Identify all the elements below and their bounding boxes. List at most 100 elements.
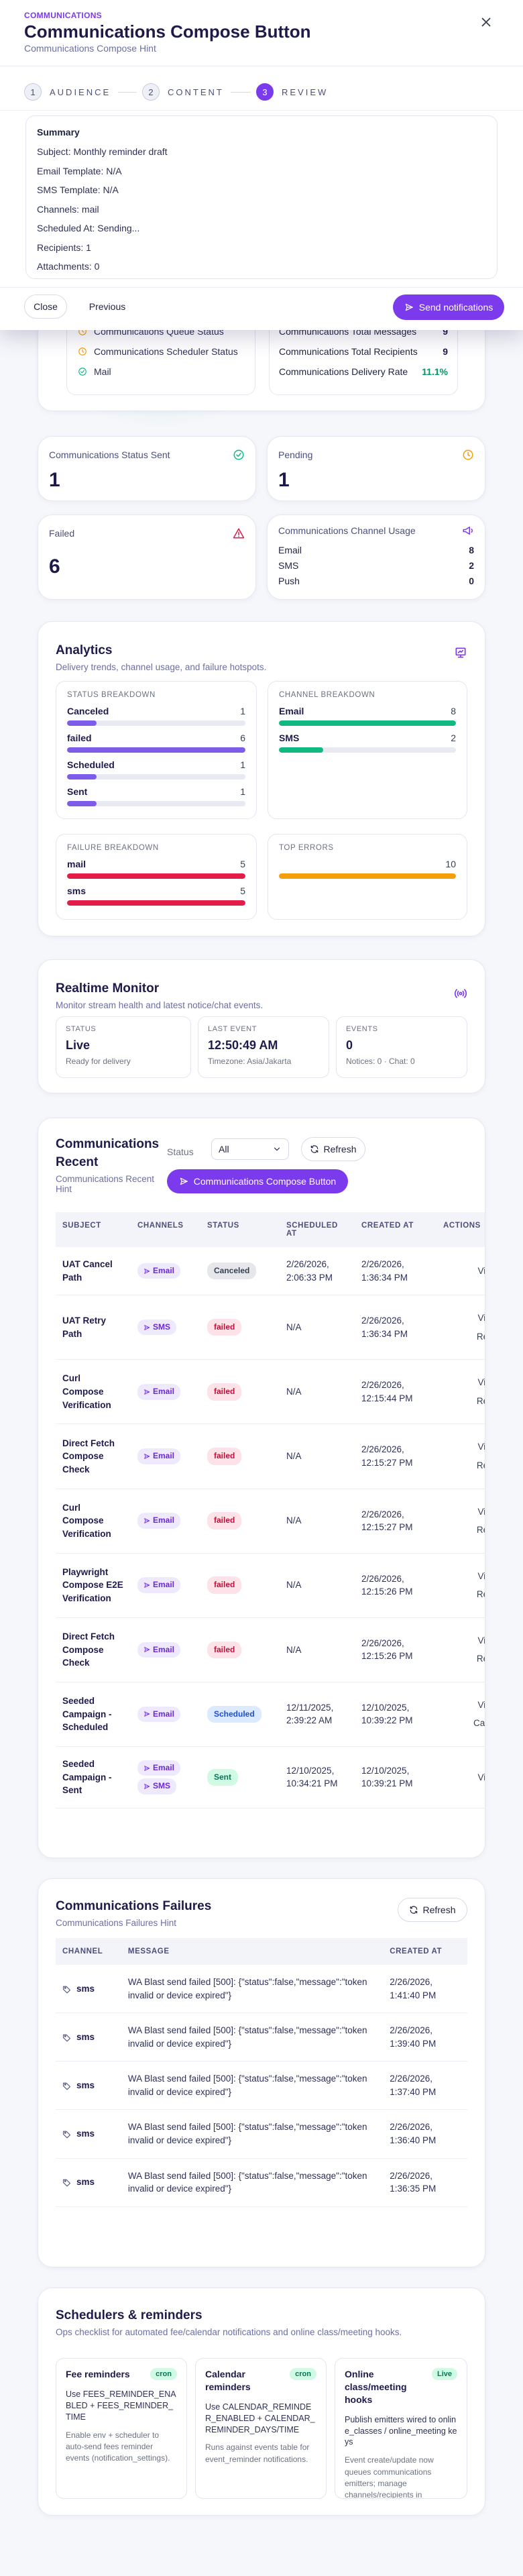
modal-hint: Communications Compose Hint — [24, 43, 156, 54]
status: Sent — [200, 1746, 280, 1809]
bar-track — [67, 873, 245, 879]
status-badge: failed — [207, 1576, 242, 1594]
tile-note: Ready for delivery — [66, 1057, 131, 1066]
failure-row: sms WA Blast send failed [500]: {"status"… — [56, 2012, 467, 2062]
scheduled-at: N/A — [280, 1295, 355, 1360]
step[interactable]: 3 REVIEW — [256, 83, 328, 101]
channel-chip: Email — [137, 1448, 181, 1464]
actions: View Retry — [437, 1489, 485, 1554]
scheduled-at: N/A — [280, 1617, 355, 1682]
action-button[interactable]: View — [477, 1699, 485, 1710]
action-button[interactable]: Retry — [476, 1395, 485, 1406]
bar-text: Email 8 — [279, 706, 456, 716]
action-button[interactable]: View — [477, 1377, 485, 1388]
bar-item: SMS 2 — [279, 733, 456, 753]
usage-row: Push 0 — [278, 576, 474, 586]
tag-icon — [63, 1986, 70, 1994]
failures-hint: Communications Failures Hint — [56, 1918, 177, 1928]
compose-button[interactable]: Communications Compose Button — [167, 1169, 348, 1193]
channel-name: Email — [153, 1644, 175, 1654]
channel-usage-card: Communications Channel Usage Email 8 SMS 2 Pu… — [267, 515, 485, 600]
recent-table-wrap: SUBJECT CHANNELS STATUS SCHEDULED AT CREATED… — [56, 1212, 485, 1809]
modal-title: Communications Compose Button — [24, 21, 311, 42]
action-button[interactable]: View — [477, 1442, 485, 1452]
bar-item: sms 5 — [67, 885, 245, 906]
channel-icon — [144, 1454, 150, 1459]
created-at: 2/26/2026, 12:15:27 PM — [355, 1424, 437, 1489]
total-value: 9 — [443, 346, 448, 357]
subject: Curl Compose Verification — [56, 1489, 131, 1554]
bar-track — [67, 747, 245, 753]
status-select[interactable]: All — [211, 1138, 289, 1160]
action-button[interactable]: Cancel — [473, 1718, 485, 1729]
channel-chip: Email — [137, 1263, 181, 1279]
channel-icon — [144, 1765, 150, 1771]
action-button[interactable]: View — [477, 1313, 485, 1324]
bar-text: SMS 2 — [279, 733, 456, 743]
failures-refresh[interactable]: Refresh — [398, 1898, 467, 1922]
close-button[interactable]: Close — [24, 294, 67, 319]
recent-row: Playwright Compose E2E Verification Email… — [56, 1553, 485, 1618]
action-button[interactable]: View — [477, 1635, 485, 1646]
tag-icon — [63, 2131, 70, 2139]
scheduler-tag: cron — [290, 2368, 316, 2380]
subject: Curl Compose Verification — [56, 1359, 131, 1425]
breakdown-panel: TOP ERRORS 10 — [268, 834, 467, 920]
action-button[interactable]: Retry — [476, 1589, 485, 1600]
action-button[interactable]: Retry — [476, 1525, 485, 1536]
status: failed — [200, 1359, 280, 1425]
breakdown-panel: STATUS BREAKDOWN Canceled 1 failed 6 Schedule… — [56, 681, 257, 819]
stat-label: Pending — [278, 449, 313, 460]
bar — [279, 720, 456, 726]
column-header: MESSAGE — [121, 1938, 384, 1965]
status: failed — [200, 1424, 280, 1489]
summary-line: SMS Template: N/A — [37, 184, 119, 195]
action-button[interactable]: View — [477, 1772, 485, 1782]
action-button[interactable]: View — [477, 1506, 485, 1517]
bar-text: Canceled 1 — [67, 706, 245, 716]
status-badge: Sent — [207, 1768, 239, 1786]
scheduler-usage: Use CALENDAR_REMINDER_ENABLED + CALENDAR… — [205, 2402, 315, 2434]
stat-card: Failed 6 — [38, 515, 256, 600]
actions: View Retry — [437, 1553, 485, 1618]
action-button[interactable]: Retry — [476, 1460, 485, 1470]
breakdown-panel: FAILURE BREAKDOWN mail 5 sms 5 — [56, 834, 257, 920]
status-badge: failed — [207, 1318, 242, 1336]
channel-icon — [144, 1268, 150, 1274]
step[interactable]: 1 AUDIENCE — [24, 83, 111, 101]
monitor-title: Realtime Monitor — [56, 981, 160, 996]
channels: Email — [131, 1617, 200, 1682]
refresh-button[interactable]: Refresh — [301, 1137, 365, 1161]
bar-item: mail 5 — [67, 859, 245, 879]
bar-item: Canceled 1 — [67, 706, 245, 726]
tag-icon — [63, 2034, 70, 2042]
status: Scheduled — [200, 1682, 280, 1748]
action-button[interactable]: Retry — [476, 1331, 485, 1342]
bar — [67, 720, 97, 726]
previous-button[interactable]: Previous — [89, 301, 126, 312]
panel-title: CHANNEL BREAKDOWN — [279, 691, 375, 699]
channel-icon — [144, 1784, 150, 1789]
step[interactable]: 2 CONTENT — [142, 83, 224, 101]
channel-name: Email — [153, 1451, 175, 1461]
scheduled-at: N/A — [280, 1489, 355, 1554]
action-button[interactable]: Retry — [476, 1654, 485, 1664]
step-number: 2 — [142, 83, 160, 101]
channels: Email — [131, 1553, 200, 1618]
bar — [67, 801, 97, 806]
send-button[interactable]: Send notifications — [393, 294, 504, 320]
column-header: CHANNEL — [56, 1938, 121, 1965]
action-button[interactable]: View — [477, 1265, 485, 1276]
panel-title: TOP ERRORS — [279, 844, 334, 852]
total-row: Communications Delivery Rate 11.1% — [279, 362, 448, 382]
channel-name: Email — [153, 1265, 175, 1275]
usage-label: SMS — [278, 560, 299, 571]
status: Canceled — [200, 1247, 280, 1296]
channel-chip: Email — [137, 1513, 181, 1529]
failure-row: sms WA Blast send failed [500]: {"status"… — [56, 1965, 467, 2014]
usage-value: 2 — [469, 560, 474, 571]
modal-close-icon[interactable] — [479, 15, 496, 32]
check-row: Communications Scheduler Status — [78, 341, 244, 362]
action-button[interactable]: View — [477, 1570, 485, 1581]
channel: sms — [56, 2158, 121, 2207]
